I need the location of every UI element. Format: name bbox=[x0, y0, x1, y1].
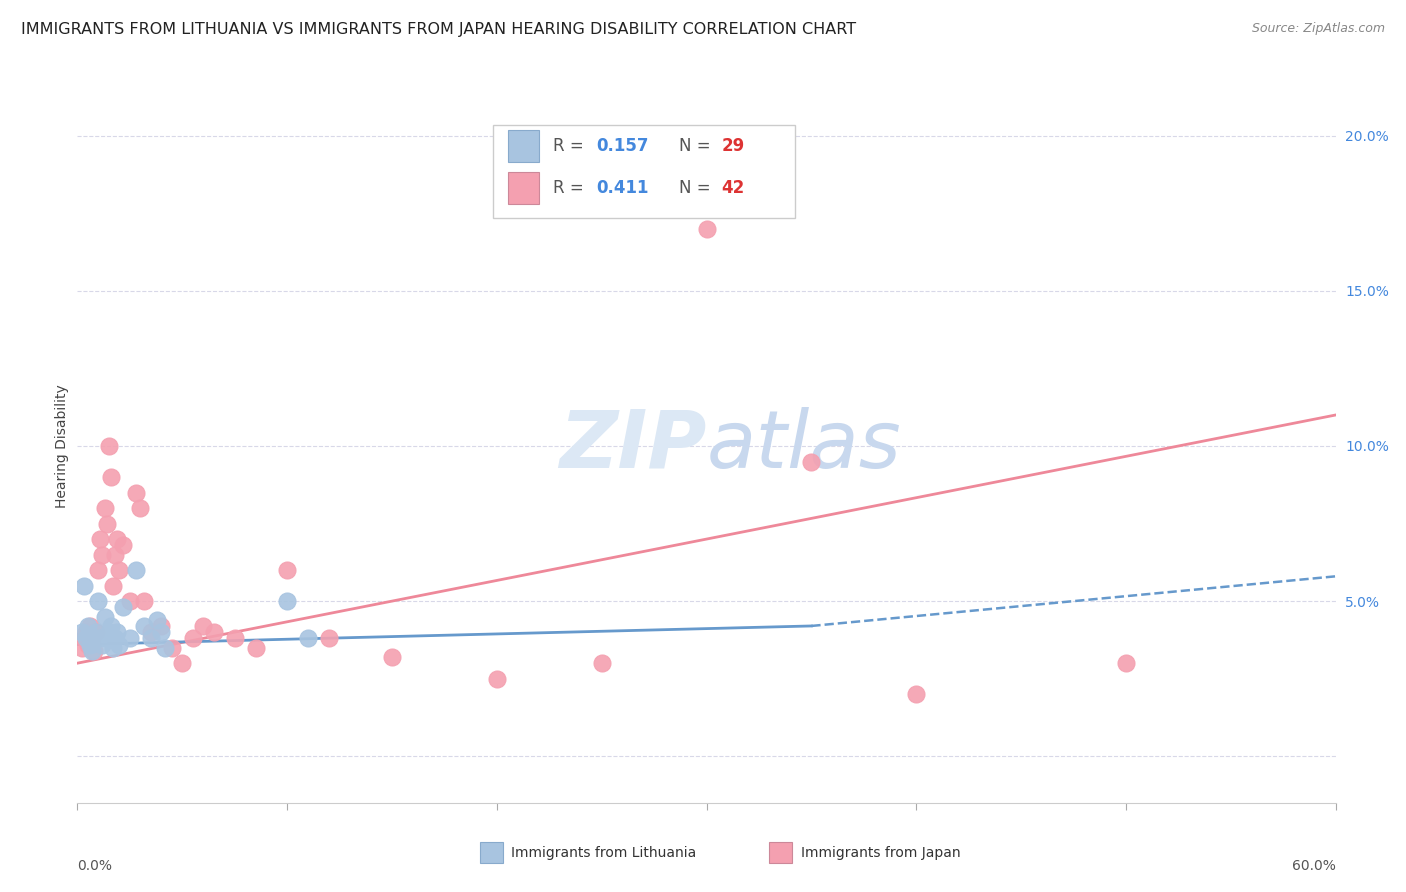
Point bbox=[80, 644, 103, 658]
Point bbox=[139, 625, 162, 640]
Point bbox=[105, 625, 128, 640]
Point bbox=[800, 454, 823, 468]
Point bbox=[100, 470, 122, 484]
Point bbox=[191, 619, 215, 633]
Bar bbox=[769, 842, 792, 863]
Point bbox=[108, 563, 131, 577]
Point bbox=[93, 609, 115, 624]
Y-axis label: Hearing Disability: Hearing Disability bbox=[55, 384, 69, 508]
Point bbox=[125, 563, 148, 577]
Point bbox=[84, 625, 107, 640]
Bar bbox=[508, 171, 538, 203]
Text: R =: R = bbox=[553, 137, 589, 155]
Point bbox=[91, 638, 114, 652]
Point bbox=[72, 632, 94, 646]
Point bbox=[87, 563, 110, 577]
Point bbox=[89, 632, 111, 646]
Point bbox=[84, 625, 107, 640]
Point bbox=[100, 619, 122, 633]
Point bbox=[70, 625, 93, 640]
Point bbox=[485, 672, 508, 686]
Point bbox=[134, 594, 156, 608]
Point bbox=[150, 625, 173, 640]
Point bbox=[83, 632, 105, 646]
Point bbox=[150, 619, 173, 633]
Point bbox=[70, 640, 93, 655]
FancyBboxPatch shape bbox=[492, 125, 794, 218]
Text: N =: N = bbox=[679, 178, 716, 196]
Point bbox=[76, 619, 98, 633]
Point bbox=[93, 501, 115, 516]
Text: 29: 29 bbox=[721, 137, 745, 155]
Point bbox=[83, 644, 105, 658]
Text: 0.411: 0.411 bbox=[596, 178, 648, 196]
Point bbox=[276, 563, 298, 577]
Point bbox=[134, 619, 156, 633]
Point bbox=[104, 632, 127, 646]
Point bbox=[125, 485, 148, 500]
Point bbox=[96, 516, 118, 531]
Text: R =: R = bbox=[553, 178, 589, 196]
Point bbox=[318, 632, 340, 646]
Text: ZIP: ZIP bbox=[560, 407, 707, 485]
Point bbox=[79, 619, 101, 633]
Point bbox=[591, 656, 613, 670]
Point bbox=[276, 594, 298, 608]
Text: IMMIGRANTS FROM LITHUANIA VS IMMIGRANTS FROM JAPAN HEARING DISABILITY CORRELATIO: IMMIGRANTS FROM LITHUANIA VS IMMIGRANTS … bbox=[21, 22, 856, 37]
Point bbox=[297, 632, 319, 646]
Point bbox=[105, 532, 128, 546]
Point bbox=[112, 600, 135, 615]
Point bbox=[75, 625, 97, 640]
Point bbox=[118, 632, 141, 646]
Text: 0.157: 0.157 bbox=[596, 137, 648, 155]
Text: 0.0%: 0.0% bbox=[77, 859, 112, 872]
Point bbox=[118, 594, 141, 608]
Point bbox=[1115, 656, 1137, 670]
Point bbox=[129, 501, 152, 516]
Point bbox=[87, 594, 110, 608]
Text: Immigrants from Lithuania: Immigrants from Lithuania bbox=[512, 846, 697, 860]
Point bbox=[139, 632, 162, 646]
Bar bbox=[508, 130, 538, 162]
Point bbox=[905, 687, 928, 701]
Point bbox=[381, 650, 404, 665]
Point bbox=[79, 638, 101, 652]
Point bbox=[76, 638, 98, 652]
Text: atlas: atlas bbox=[707, 407, 901, 485]
Point bbox=[160, 640, 183, 655]
Point bbox=[108, 638, 131, 652]
Point bbox=[181, 632, 204, 646]
Text: Source: ZipAtlas.com: Source: ZipAtlas.com bbox=[1251, 22, 1385, 36]
Bar bbox=[479, 842, 503, 863]
Point bbox=[97, 625, 120, 640]
Text: 42: 42 bbox=[721, 178, 745, 196]
Point bbox=[72, 579, 94, 593]
Point bbox=[112, 538, 135, 552]
Text: N =: N = bbox=[679, 137, 716, 155]
Point bbox=[101, 579, 124, 593]
Point bbox=[172, 656, 194, 670]
Point bbox=[75, 632, 97, 646]
Point bbox=[224, 632, 246, 646]
Point bbox=[89, 532, 111, 546]
Point bbox=[80, 632, 103, 646]
Point bbox=[146, 613, 169, 627]
Point bbox=[96, 632, 118, 646]
Point bbox=[97, 439, 120, 453]
Point bbox=[91, 548, 114, 562]
Point bbox=[202, 625, 225, 640]
Point bbox=[245, 640, 267, 655]
Point bbox=[155, 640, 177, 655]
Text: 60.0%: 60.0% bbox=[1292, 859, 1336, 872]
Point bbox=[104, 548, 127, 562]
Text: Immigrants from Japan: Immigrants from Japan bbox=[801, 846, 960, 860]
Point bbox=[101, 640, 124, 655]
Point bbox=[696, 222, 718, 236]
